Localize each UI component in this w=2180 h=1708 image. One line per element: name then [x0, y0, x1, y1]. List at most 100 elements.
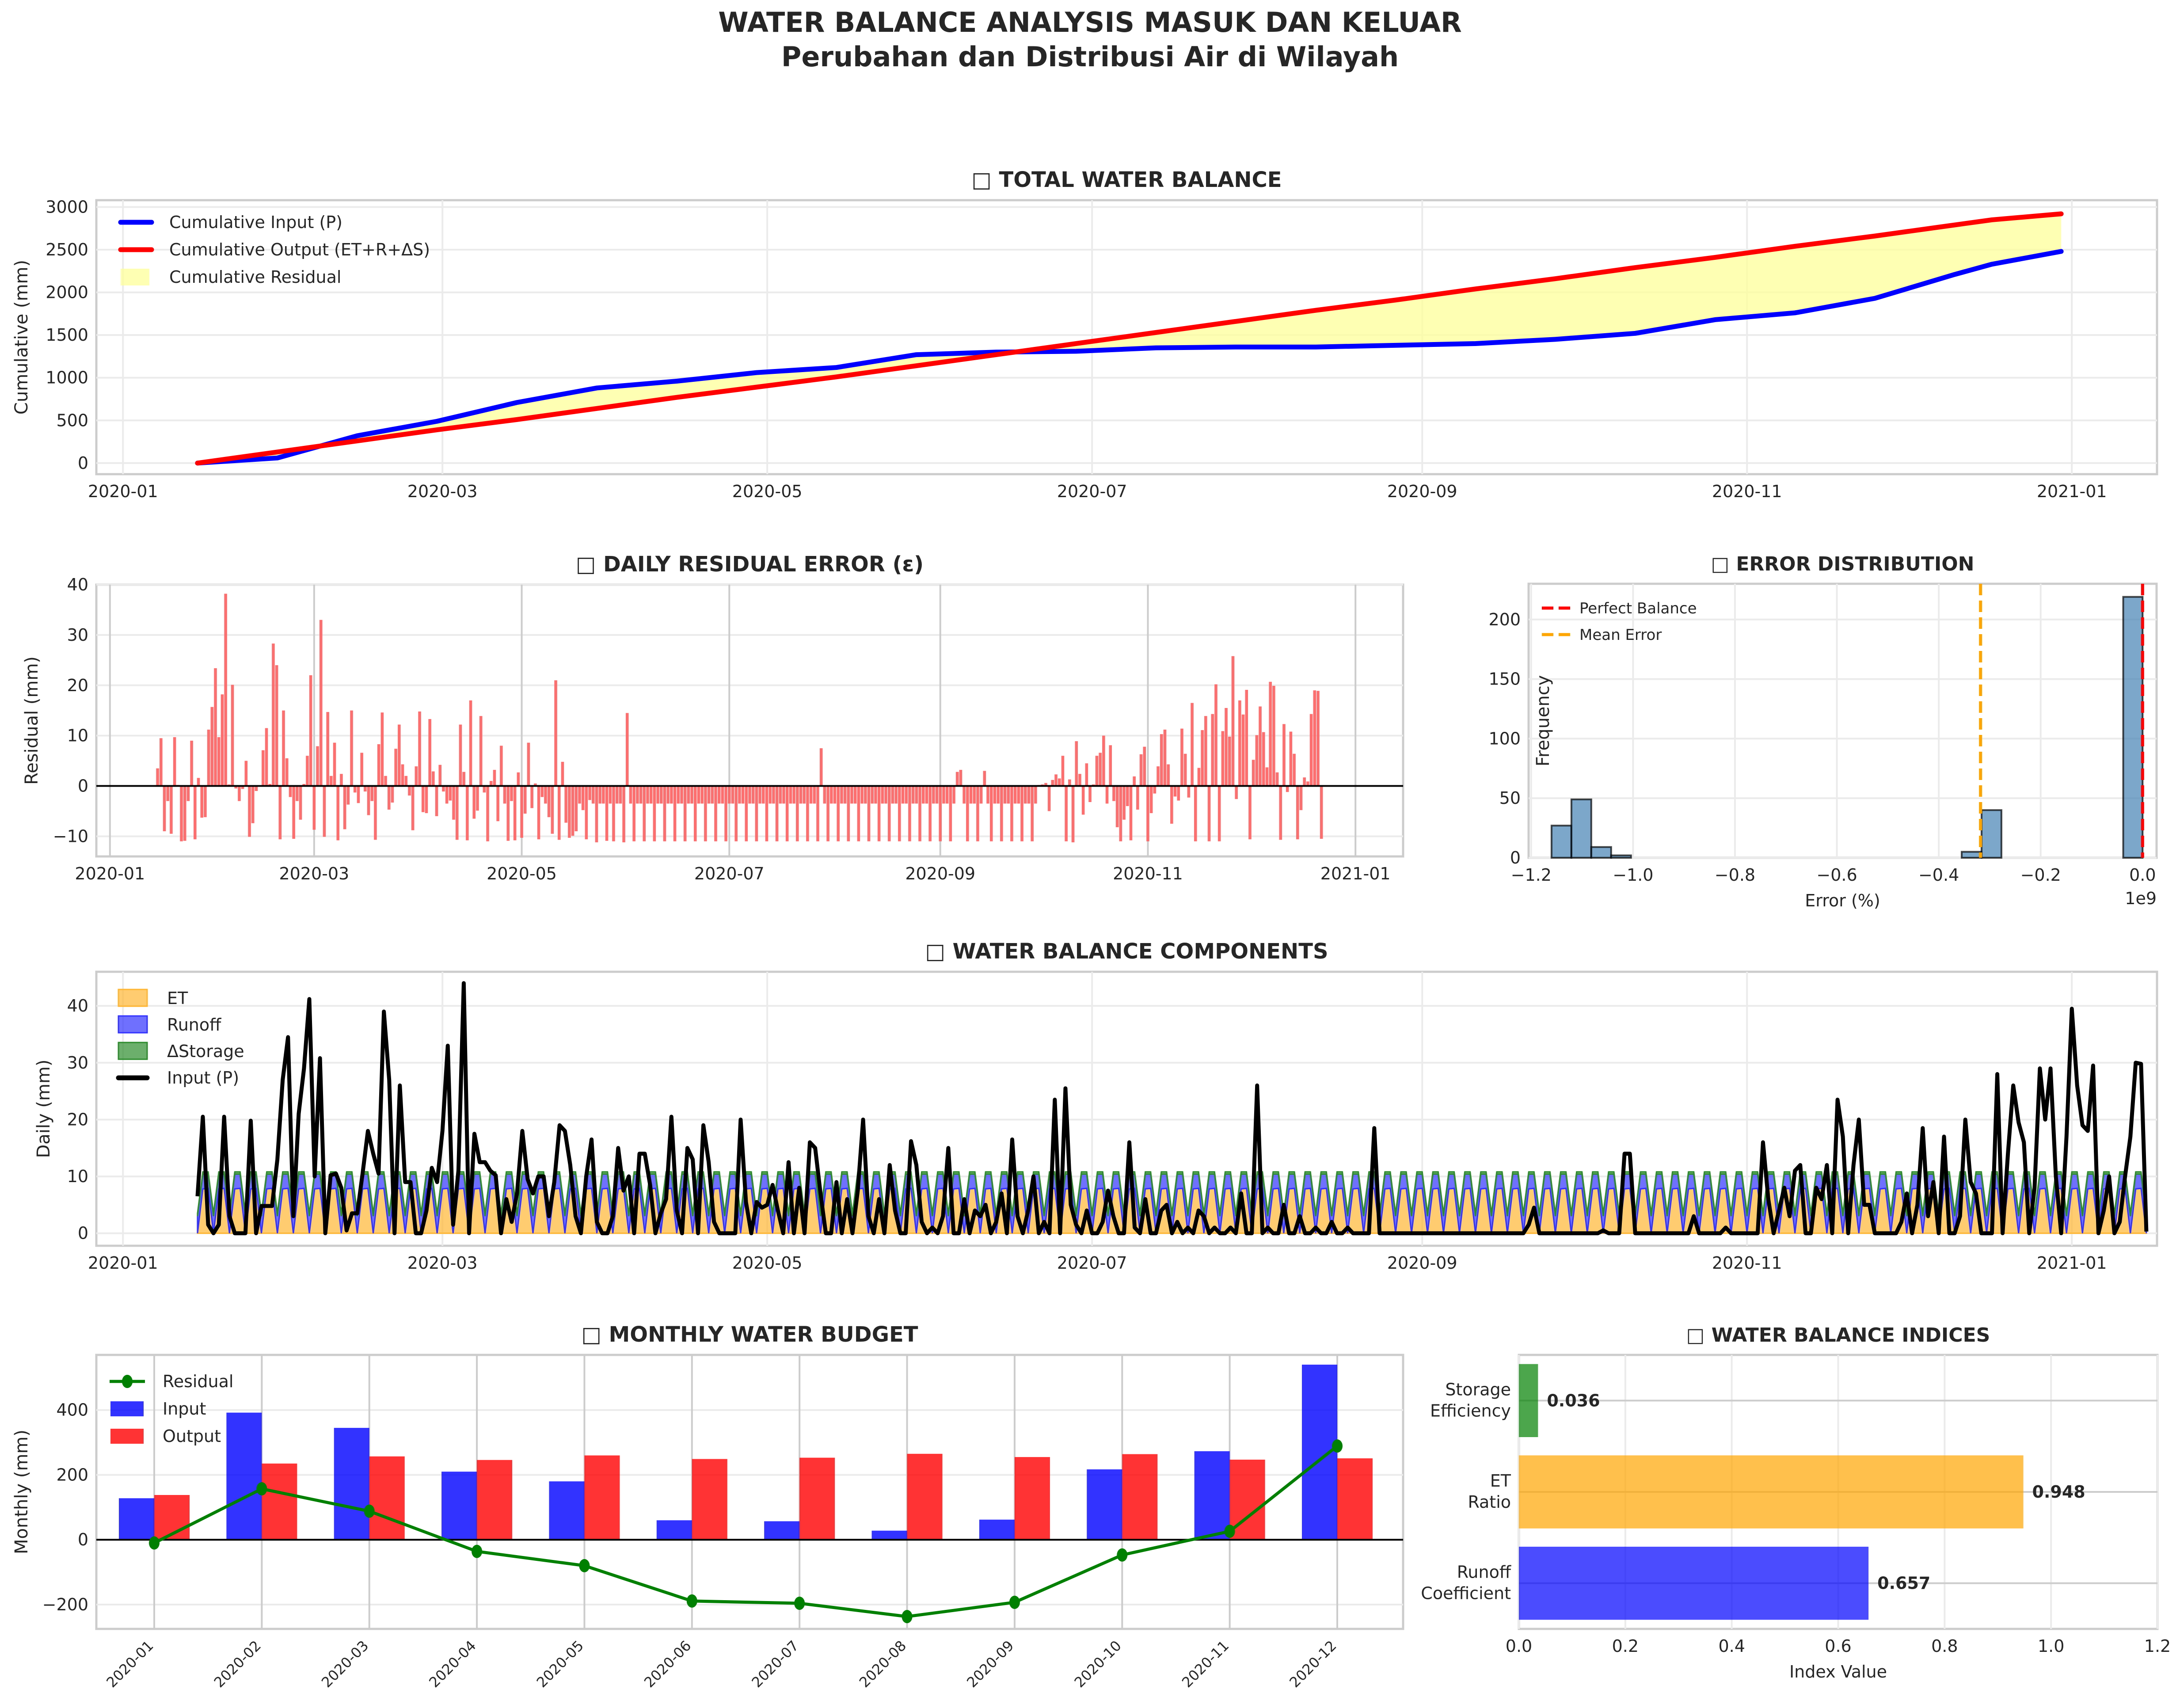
- residual-bar: [751, 786, 755, 804]
- input-bar: [979, 1519, 1015, 1540]
- residual-bar: [330, 776, 333, 786]
- residual-bar: [319, 620, 323, 786]
- input-bar: [119, 1498, 154, 1540]
- residual-bar: [871, 786, 874, 804]
- indices-xtick-label: 1.0: [2038, 1636, 2064, 1656]
- residual-bar: [1269, 681, 1272, 786]
- residual-bar: [1081, 786, 1085, 815]
- total-panel-ytick-label: 1500: [46, 325, 88, 345]
- residual-bar: [1286, 786, 1289, 792]
- index-value-label: 0.948: [2032, 1482, 2085, 1502]
- residual-bar: [554, 680, 557, 786]
- residual-bar: [707, 786, 711, 804]
- residual-bar: [711, 786, 714, 804]
- residual-bar: [1088, 786, 1092, 802]
- residual-bar: [578, 786, 581, 804]
- residual-bar: [887, 786, 891, 841]
- residual-bar: [1183, 753, 1187, 786]
- residual-bar: [905, 786, 908, 804]
- residual-bar: [1139, 754, 1143, 786]
- residual-bar: [1010, 786, 1013, 841]
- residual-point: [902, 1610, 913, 1624]
- indices-panel: □ WATER BALANCE INDICES 0.0 0.2 0.4 0.6 0.8 1.…: [1421, 1324, 2171, 1681]
- residual-bar: [374, 786, 377, 840]
- residual-bar: [183, 786, 186, 841]
- residual-bar: [241, 786, 244, 789]
- residual-bar: [997, 786, 1000, 804]
- residual-bar: [700, 786, 704, 804]
- residual-bar: [1259, 706, 1262, 786]
- residual-bar: [398, 724, 401, 786]
- residual-bar: [1231, 656, 1235, 786]
- error-hist-xtick-label: −0.8: [1715, 865, 1755, 885]
- error-hist-ytick-label: 50: [1499, 788, 1521, 808]
- residual-bar: [639, 786, 643, 804]
- residual-panel-ytick-label: 10: [67, 726, 88, 746]
- residual-bar: [908, 786, 911, 841]
- output-bar: [799, 1457, 835, 1540]
- residual-bar: [238, 786, 241, 801]
- residual-bar: [877, 786, 881, 841]
- residual-bar: [272, 643, 275, 786]
- residual-bar: [748, 786, 751, 804]
- residual-bar: [932, 786, 935, 804]
- indices-xtick-label: 0.0: [1506, 1636, 1532, 1656]
- residual-panel-ytick-label: −10: [53, 826, 88, 846]
- residual-bar: [734, 786, 738, 841]
- total-panel-xtick-label: 2020-01: [88, 482, 158, 501]
- residual-bar: [765, 786, 769, 841]
- error-hist-xtick-label: 0.0: [2129, 865, 2156, 885]
- residual-bar: [1133, 776, 1136, 786]
- total-panel-xtick-label: 2020-07: [1057, 482, 1127, 501]
- residual-bar: [1293, 753, 1296, 786]
- residual-bar: [173, 737, 176, 786]
- residual-bar: [214, 668, 217, 786]
- total-panel: 0 500 1000 1500 2000 2500 3000 2020-01 2020-03 20…: [11, 167, 2158, 501]
- residual-bar: [850, 786, 853, 804]
- error-hist-frame: [1527, 582, 2158, 859]
- output-bar: [369, 1456, 405, 1540]
- figure-title: WATER BALANCE ANALYSIS MASUK DAN KELUAR …: [0, 5, 2180, 74]
- residual-point: [1332, 1439, 1343, 1453]
- total-title: □ TOTAL WATER BALANCE: [971, 167, 1282, 192]
- input-bar: [549, 1481, 585, 1540]
- residual-bar: [945, 786, 949, 804]
- histogram-bar: [1590, 846, 1612, 859]
- residual-bar: [1143, 746, 1146, 786]
- residual-bar: [462, 772, 465, 786]
- total-panel-xtick-label: 2021-01: [2037, 482, 2107, 501]
- residual-bar: [1105, 786, 1109, 804]
- residual-bar: [724, 786, 727, 841]
- residual-bar: [1214, 684, 1217, 786]
- legend-input-label: Input: [163, 1399, 206, 1419]
- residual-bar: [653, 786, 656, 841]
- input-line: [195, 981, 2149, 1236]
- residual-bar: [660, 786, 663, 804]
- error-hist-ytick-label: 150: [1488, 670, 1521, 689]
- residual-bar: [1235, 786, 1238, 799]
- residual-bar: [561, 761, 564, 786]
- residual-title: □ DAILY RESIDUAL ERROR (ε): [576, 552, 924, 577]
- residual-bar: [1023, 786, 1027, 804]
- residual-bar: [1309, 714, 1313, 786]
- residual-bar: [289, 786, 292, 797]
- monthly-xtick-label: 2020-04: [426, 1637, 479, 1691]
- residual-bar: [1129, 786, 1133, 841]
- residual-bar: [364, 786, 367, 792]
- residual-bar: [166, 786, 169, 801]
- residual-bar: [510, 786, 513, 801]
- output-bar: [154, 1495, 190, 1540]
- residual-bar: [1207, 786, 1211, 841]
- residual-bar: [714, 786, 717, 841]
- components-panel-ytick-label: 40: [67, 996, 88, 1016]
- residual-bar: [1221, 731, 1225, 786]
- residual-bar: [489, 781, 493, 786]
- residual-bar: [755, 786, 758, 841]
- residual-bar: [244, 761, 248, 786]
- residual-bar: [973, 786, 976, 804]
- residual-bar: [717, 786, 721, 804]
- residual-bar: [1252, 760, 1255, 786]
- residual-bar: [1204, 716, 1207, 786]
- histogram-bar: [1550, 825, 1572, 859]
- residual-bar: [401, 764, 404, 786]
